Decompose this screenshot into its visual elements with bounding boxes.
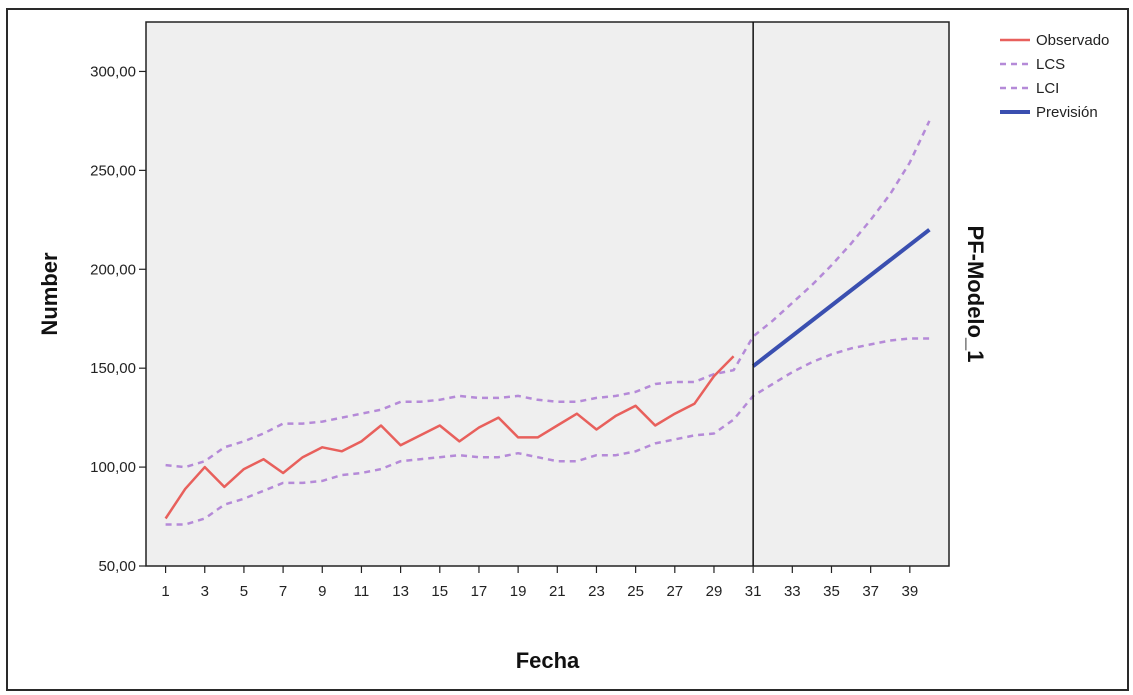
y-axis-title: Number — [37, 252, 62, 336]
y-tick-label: 150,00 — [90, 360, 136, 377]
x-tick-label: 5 — [240, 583, 248, 600]
legend-label: LCI — [1036, 80, 1059, 97]
y-tick-label: 200,00 — [90, 261, 136, 278]
x-tick-label: 3 — [201, 583, 209, 600]
legend-label: Previsión — [1036, 104, 1098, 121]
x-tick-label: 9 — [318, 583, 326, 600]
y-tick-label: 50,00 — [98, 558, 136, 575]
x-axis: 1 3 5 7 9 11 13 15 17 19 21 23 25 27 29 31 33 35 37 39 — [161, 566, 918, 600]
x-tick-label: 27 — [666, 583, 683, 600]
x-tick-label: 37 — [862, 583, 879, 600]
x-tick-label: 35 — [823, 583, 840, 600]
x-axis-title: Fecha — [516, 648, 580, 673]
series-layer — [164, 120, 931, 526]
legend: Observado LCS LCI Previsión — [1000, 32, 1109, 121]
x-tick-label: 1 — [161, 583, 169, 600]
x-tick-label: 17 — [471, 583, 488, 600]
plot-area — [145, 21, 950, 567]
series-line-observado — [164, 355, 735, 520]
x-tick-label: 39 — [901, 583, 918, 600]
x-tick-label: 19 — [510, 583, 527, 600]
x-tick-label: 23 — [588, 583, 605, 600]
y-tick-label: 300,00 — [90, 63, 136, 80]
x-tick-label: 29 — [706, 583, 723, 600]
panel-label: PF-Modelo_1 — [963, 226, 988, 363]
x-tick-label: 33 — [784, 583, 801, 600]
series-line-lci — [165, 337, 930, 526]
x-tick-label: 21 — [549, 583, 566, 600]
y-axis: 50,00 100,00 150,00 200,00 250,00 300,00 — [90, 63, 146, 575]
series-line-lcs — [165, 120, 931, 469]
x-tick-label: 7 — [279, 583, 287, 600]
x-tick-label: 31 — [745, 583, 762, 600]
x-tick-label: 13 — [392, 583, 409, 600]
series-line-previsi-n — [751, 228, 931, 368]
x-tick-label: 11 — [354, 583, 370, 600]
x-tick-label: 25 — [627, 583, 644, 600]
y-tick-label: 250,00 — [90, 162, 136, 179]
y-tick-label: 100,00 — [90, 459, 136, 476]
legend-label: LCS — [1036, 56, 1065, 73]
legend-label: Observado — [1036, 32, 1109, 49]
x-tick-label: 15 — [431, 583, 448, 600]
